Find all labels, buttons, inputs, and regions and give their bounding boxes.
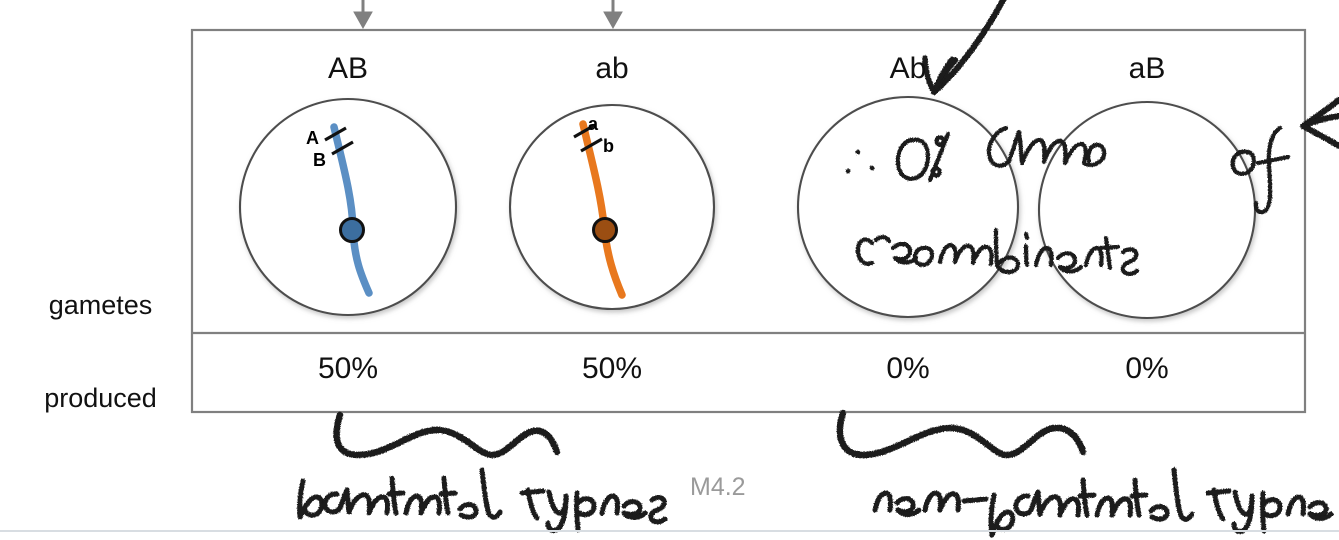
chromosome-AB — [324, 123, 373, 297]
column-header-AB: AB — [327, 52, 369, 85]
handwritten-non-parental-types — [872, 467, 1334, 538]
row-label-line-2: produced — [44, 383, 157, 414]
column-header-aB: aB — [1128, 52, 1166, 85]
gamete-circle-Ab — [796, 95, 1020, 319]
handwritten-note-recombinants — [845, 125, 1291, 276]
row-label-gametes-produced: gametes produced — [18, 228, 183, 476]
percent-Ab: 0% — [886, 352, 930, 385]
handwritten-parental-types — [297, 467, 668, 533]
percent-ab: 50% — [581, 352, 643, 385]
allele-label-a: a — [588, 114, 599, 134]
chromosome-ab — [573, 120, 626, 299]
gamete-circle-aB — [1037, 100, 1257, 320]
slide-watermark: M4.2 — [690, 473, 746, 501]
gamete-circle-AB — [238, 97, 458, 317]
column-header-Ab: Ab — [889, 52, 927, 85]
pointer-arrow-right-edge-icon — [1300, 97, 1339, 149]
brace-parental-types — [333, 411, 561, 459]
allele-label-b: b — [603, 136, 614, 156]
input-arrow-AB — [353, 0, 373, 30]
allele-label-A: A — [306, 128, 319, 148]
allele-label-B: B — [313, 150, 326, 170]
column-header-ab: ab — [595, 52, 629, 85]
brace-non-parental-types — [836, 409, 1087, 459]
percent-aB: 0% — [1125, 352, 1169, 385]
percent-AB: 50% — [317, 352, 379, 385]
row-label-line-1: gametes — [48, 290, 153, 321]
input-arrow-ab — [603, 0, 623, 30]
